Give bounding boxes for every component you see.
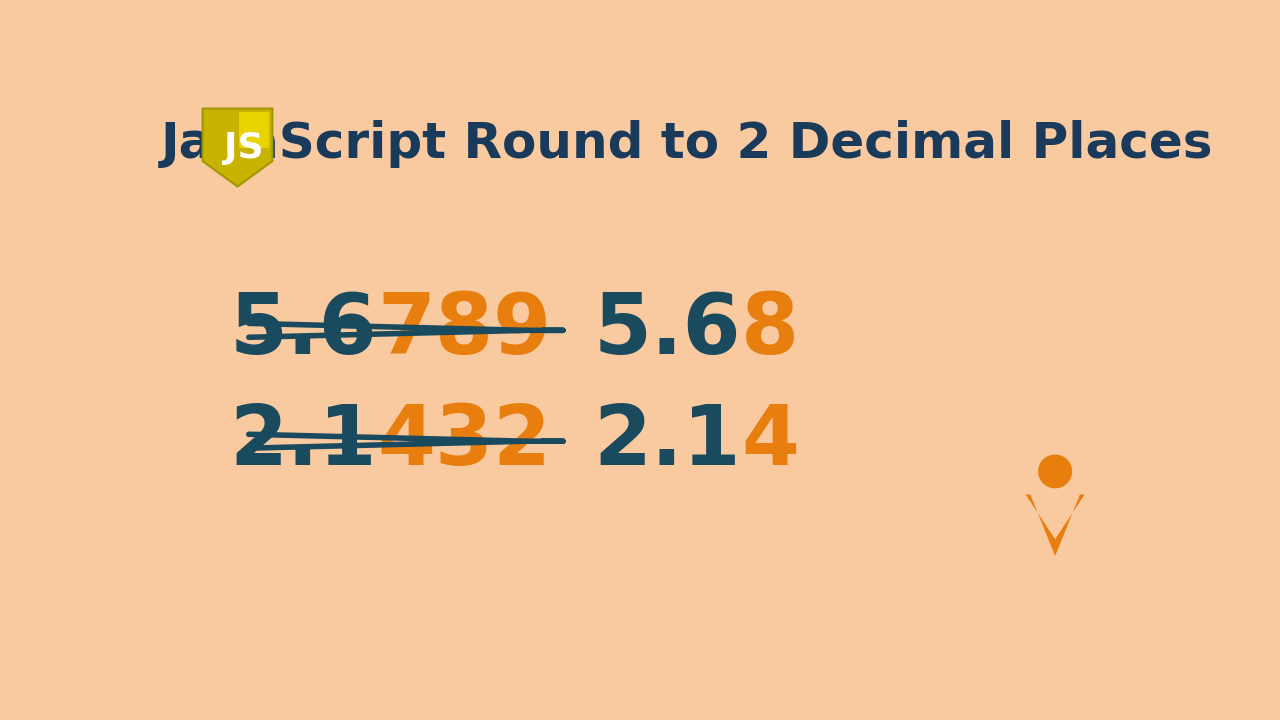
Text: 5.6: 5.6 [594, 290, 741, 371]
Text: 432: 432 [378, 401, 550, 482]
Polygon shape [202, 109, 273, 186]
Text: JS: JS [224, 131, 264, 166]
Text: 789: 789 [378, 290, 552, 371]
Text: 2.1: 2.1 [229, 401, 378, 482]
Polygon shape [1015, 495, 1096, 556]
Text: 4: 4 [741, 401, 799, 482]
Text: JavaScript Round to 2 Decimal Places: JavaScript Round to 2 Decimal Places [161, 120, 1213, 168]
Text: 5.6: 5.6 [229, 290, 378, 371]
Text: 8: 8 [741, 290, 799, 371]
Polygon shape [239, 112, 269, 148]
Circle shape [1038, 454, 1073, 488]
Text: 2.1: 2.1 [594, 401, 741, 482]
